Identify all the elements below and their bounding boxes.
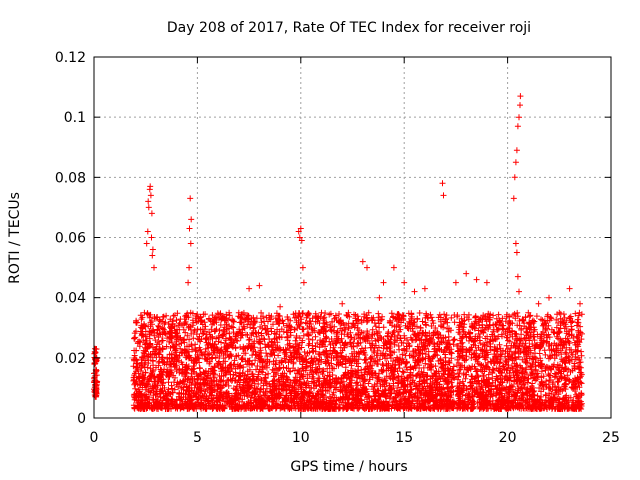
data-point (380, 279, 387, 286)
data-point (440, 192, 447, 199)
data-point (145, 204, 152, 211)
data-point (187, 240, 194, 247)
data-point (516, 114, 522, 121)
dense-marker-cloud (130, 309, 458, 412)
data-point (147, 192, 154, 199)
data-point (148, 234, 155, 241)
data-point (390, 264, 397, 271)
data-point (512, 240, 519, 247)
data-point (364, 264, 370, 271)
x-tick-label: 20 (499, 430, 517, 446)
data-point (93, 381, 100, 388)
data-point (246, 285, 253, 292)
y-axis-ticks: 0 0.02 0.04 0.06 0.08 0.1 0.12 (55, 50, 611, 427)
x-axis-label: GPS time / hours (290, 459, 407, 475)
data-point (299, 264, 306, 271)
chart-title: Day 208 of 2017, Rate Of TEC Index for r… (167, 20, 531, 36)
data-point (463, 270, 470, 277)
data-point (516, 288, 522, 295)
x-tick-label: 15 (395, 430, 413, 446)
data-point (513, 147, 520, 154)
x-tick-label: 5 (193, 430, 202, 446)
y-tick-label: 0.1 (64, 110, 86, 126)
data-point (149, 246, 156, 253)
data-point (511, 174, 518, 181)
data-point (517, 102, 523, 109)
data-point (187, 195, 194, 202)
data-point (514, 123, 521, 130)
data-point (473, 276, 480, 283)
data-point (439, 180, 446, 187)
data-point (92, 345, 98, 352)
data-point (298, 237, 305, 244)
data-point (186, 264, 193, 271)
data-point (235, 309, 242, 316)
y-axis-label: ROTI / TECUs (7, 192, 23, 284)
dense-markers (91, 309, 585, 412)
data-point (145, 198, 152, 205)
x-tick-label: 10 (292, 430, 310, 446)
data-point (421, 285, 428, 292)
data-point (401, 279, 408, 286)
data-point (144, 228, 151, 235)
y-tick-label: 0.02 (55, 351, 86, 367)
data-point (512, 159, 519, 166)
data-point (297, 225, 304, 232)
data-point (148, 210, 155, 217)
data-point (143, 240, 150, 247)
data-point (514, 273, 521, 280)
dense-marker-cloud (454, 309, 585, 412)
data-point (359, 258, 366, 265)
data-point (411, 288, 418, 295)
data-point (147, 183, 154, 190)
data-point (546, 294, 552, 301)
data-point (510, 195, 517, 202)
data-point (376, 294, 383, 301)
data-point (483, 279, 490, 286)
data-point (151, 264, 157, 271)
y-tick-label: 0.08 (55, 170, 86, 186)
data-point (188, 216, 195, 223)
data-point (300, 279, 307, 286)
y-tick-label: 0.04 (55, 291, 86, 307)
y-tick-label: 0 (77, 411, 86, 427)
data-point (185, 279, 192, 286)
y-tick-label: 0.06 (55, 231, 86, 247)
data-point (339, 300, 346, 307)
data-point (577, 300, 583, 307)
data-point (318, 309, 325, 316)
data-point (556, 309, 563, 316)
data-point (186, 225, 193, 232)
data-point (566, 285, 573, 292)
data-point (256, 282, 263, 289)
data-point (452, 279, 459, 286)
data-point (525, 309, 532, 316)
data-point (535, 300, 542, 307)
data-point (92, 369, 99, 376)
data-point (149, 252, 156, 259)
data-point (277, 303, 284, 310)
data-point (517, 93, 524, 100)
y-tick-label: 0.12 (55, 50, 86, 66)
data-point (513, 249, 520, 256)
x-tick-label: 0 (90, 430, 99, 446)
x-axis-ticks: 0 5 10 15 20 25 (90, 57, 620, 446)
x-tick-label: 25 (602, 430, 620, 446)
